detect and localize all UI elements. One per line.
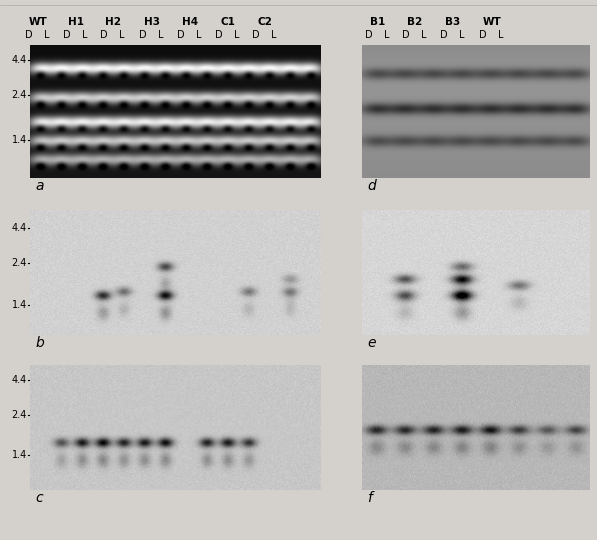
Text: L: L xyxy=(234,30,240,40)
Text: 4.4: 4.4 xyxy=(12,375,27,385)
Text: c: c xyxy=(35,491,42,505)
Text: 2.4: 2.4 xyxy=(11,410,27,420)
Text: H3: H3 xyxy=(144,17,160,27)
Text: f: f xyxy=(367,491,372,505)
Text: L: L xyxy=(271,30,277,40)
Text: D: D xyxy=(365,30,373,40)
Text: 2.4: 2.4 xyxy=(11,90,27,100)
Text: D: D xyxy=(139,30,147,40)
Text: D: D xyxy=(479,30,487,40)
Text: B1: B1 xyxy=(370,17,386,27)
Text: L: L xyxy=(459,30,464,40)
Text: H1: H1 xyxy=(68,17,84,27)
Text: L: L xyxy=(498,30,504,40)
Text: D: D xyxy=(402,30,410,40)
Text: WT: WT xyxy=(482,17,501,27)
Text: 1.4: 1.4 xyxy=(12,450,27,460)
Text: D: D xyxy=(177,30,185,40)
Text: L: L xyxy=(384,30,390,40)
Text: H4: H4 xyxy=(182,17,198,27)
Text: L: L xyxy=(421,30,427,40)
Text: 4.4: 4.4 xyxy=(12,223,27,233)
Text: 1.4: 1.4 xyxy=(12,300,27,310)
Text: 4.4: 4.4 xyxy=(12,55,27,65)
Text: B2: B2 xyxy=(407,17,423,27)
Text: a: a xyxy=(35,179,44,193)
Text: D: D xyxy=(100,30,108,40)
Text: 2.4: 2.4 xyxy=(11,258,27,268)
Text: B3: B3 xyxy=(445,17,461,27)
Text: D: D xyxy=(25,30,33,40)
Text: C1: C1 xyxy=(220,17,235,27)
Text: L: L xyxy=(119,30,125,40)
Text: D: D xyxy=(215,30,223,40)
Text: d: d xyxy=(367,179,376,193)
Text: L: L xyxy=(196,30,202,40)
Text: L: L xyxy=(44,30,50,40)
Text: 1.4: 1.4 xyxy=(12,135,27,145)
Text: C2: C2 xyxy=(257,17,272,27)
Text: D: D xyxy=(252,30,260,40)
Text: b: b xyxy=(35,336,44,350)
Text: H2: H2 xyxy=(105,17,121,27)
Text: D: D xyxy=(440,30,448,40)
Text: e: e xyxy=(367,336,376,350)
Text: L: L xyxy=(158,30,164,40)
Text: WT: WT xyxy=(29,17,47,27)
Text: L: L xyxy=(82,30,88,40)
Text: D: D xyxy=(63,30,71,40)
